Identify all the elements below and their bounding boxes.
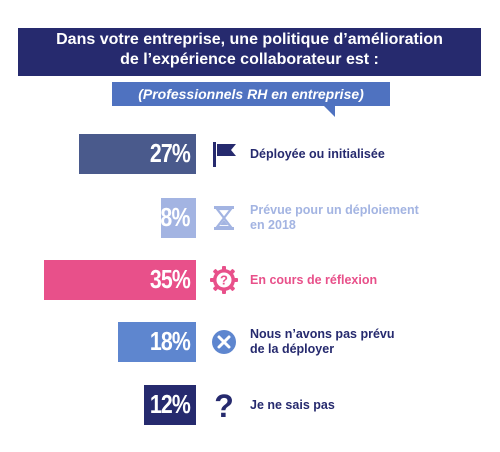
- category-label-line: de la déployer: [250, 342, 335, 356]
- category-label: Nous n’avons pas prévu de la déployer: [250, 327, 394, 357]
- subtitle-speech-tail: [324, 106, 335, 117]
- bar-2: 8%: [161, 198, 196, 238]
- title-banner: [18, 28, 481, 76]
- category-label-line: En cours de réflexion: [250, 272, 378, 287]
- chart-title-line-1: Dans votre entreprise, une politique d’a…: [56, 31, 443, 48]
- question-mark-icon: ?: [209, 388, 239, 424]
- category-label: Je ne sais pas: [250, 398, 335, 413]
- category-label: Prévue pour un déploiement en 2018: [250, 203, 419, 233]
- svg-text:?: ?: [220, 273, 228, 288]
- bar-4: 18%: [118, 322, 196, 362]
- bar-5: 12%: [144, 385, 196, 425]
- chart-subtitle: (Professionnels RH en entreprise): [138, 86, 364, 102]
- chart-title-line-2: de l’expérience collaborateur est :: [120, 51, 379, 68]
- category-label: En cours de réflexion: [250, 273, 377, 288]
- x-circle-icon: [209, 327, 239, 357]
- bar-value-label: 18%: [149, 326, 191, 356]
- category-label-line: Prévue pour un déploiement: [250, 203, 419, 217]
- category-label-line: en 2018: [250, 218, 296, 232]
- question-gear-icon: ?: [209, 265, 239, 295]
- svg-text:?: ?: [214, 390, 234, 420]
- category-label: Déployée ou initialisée: [250, 147, 385, 162]
- bar-value-label: 27%: [149, 138, 191, 168]
- category-label-line: Nous n’avons pas prévu: [250, 327, 395, 341]
- category-label-line: Je ne sais pas: [250, 397, 335, 412]
- bar-value-label: 8%: [160, 202, 191, 232]
- subtitle-banner: [112, 82, 390, 106]
- bar-3: 35%: [44, 260, 196, 300]
- flag-icon: [209, 139, 239, 169]
- bar-value-label: 12%: [149, 389, 191, 419]
- hourglass-icon: [209, 203, 239, 233]
- bar-1: 27%: [79, 134, 196, 174]
- category-label-line: Déployée ou initialisée: [250, 146, 385, 161]
- chart-title: Dans votre entreprise, une politique d’a…: [18, 30, 481, 70]
- bar-value-label: 35%: [149, 264, 191, 294]
